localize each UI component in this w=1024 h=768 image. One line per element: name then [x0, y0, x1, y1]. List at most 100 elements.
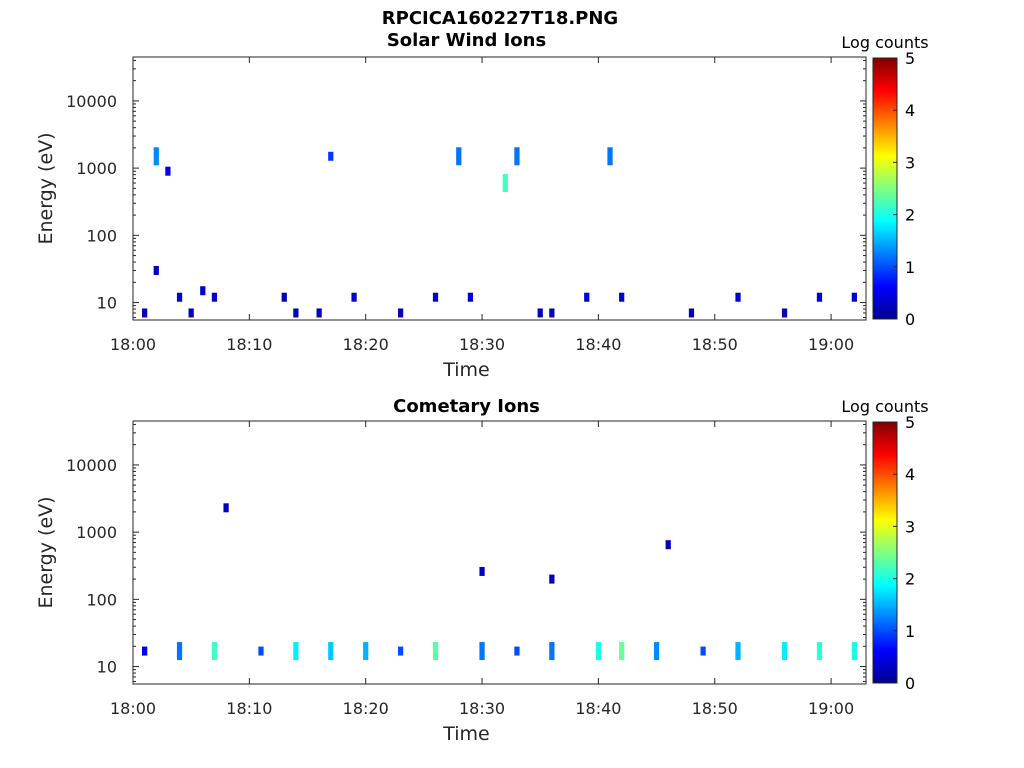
data-cell [781, 642, 788, 661]
x-axis-label: Time [442, 723, 490, 745]
colorbar-tick-label: 4 [905, 465, 915, 484]
data-cell [479, 642, 485, 661]
colorbar-tick-label: 4 [905, 101, 915, 120]
data-cell [328, 151, 334, 161]
y-tick-label: 10 [97, 658, 117, 677]
y-tick-label: 10 [97, 294, 117, 313]
data-cell [653, 642, 660, 661]
data-cell [735, 292, 741, 302]
data-cell [397, 308, 404, 318]
data-cell [432, 642, 439, 661]
y-tick-label: 1000 [76, 523, 117, 542]
data-cell [363, 642, 369, 661]
data-cell [514, 147, 520, 166]
colorbar-tick-label: 3 [905, 517, 915, 536]
x-tick-label: 18:10 [226, 335, 272, 354]
x-tick-label: 18:30 [459, 335, 505, 354]
x-tick-label: 18:00 [110, 699, 156, 718]
x-tick-label: 18:10 [226, 699, 272, 718]
x-tick-label: 18:40 [575, 335, 621, 354]
data-cell [514, 646, 520, 656]
data-cell [351, 292, 357, 302]
data-cell [223, 503, 229, 513]
x-tick-label: 18:20 [343, 335, 389, 354]
y-tick-label: 100 [86, 226, 117, 245]
data-cell [595, 642, 602, 661]
data-cell [200, 286, 206, 296]
data-cell [619, 292, 625, 302]
data-cell [584, 292, 590, 302]
data-cell [397, 646, 404, 656]
data-cell [700, 646, 706, 656]
data-cell [781, 308, 788, 318]
x-axis-label: Time [442, 359, 490, 381]
x-tick-label: 19:00 [808, 335, 854, 354]
data-cell [165, 166, 171, 176]
data-cell [549, 642, 555, 661]
y-axis-label: Energy (eV) [35, 132, 57, 244]
colorbar-tick-label: 0 [905, 674, 915, 693]
figure-title: RPCICA160227T18.PNG [382, 8, 618, 29]
data-cell [432, 292, 439, 302]
data-cell [293, 308, 299, 318]
data-cell [549, 308, 555, 318]
y-tick-label: 10000 [66, 456, 117, 475]
data-cell [153, 265, 159, 275]
x-tick-label: 18:50 [692, 699, 738, 718]
y-tick-label: 10000 [66, 92, 117, 111]
data-cell [665, 540, 671, 550]
colorbar-tick-label: 1 [905, 622, 915, 641]
data-cell [211, 642, 218, 661]
data-cell [316, 308, 322, 318]
data-cell [176, 642, 183, 661]
data-cell [619, 642, 625, 661]
panel-title: Solar Wind Ions [387, 30, 546, 51]
chart-panel-1: Solar Wind Ions 18:00 18:10 18:20 18:30 18:40… [35, 30, 929, 381]
colorbar-tick-label: 0 [905, 310, 915, 329]
panel-title: Cometary Ions [393, 396, 540, 417]
plot-area [132, 56, 867, 321]
x-tick-label: 18:40 [575, 699, 621, 718]
y-axis-label: Energy (eV) [35, 496, 57, 608]
chart-panel-2: Cometary Ions 18:00 18:10 18:20 18:30 18:40 18… [35, 396, 929, 745]
data-cell [328, 642, 334, 661]
data-cell [851, 292, 857, 302]
data-cell [211, 292, 218, 302]
data-cell [688, 308, 695, 318]
data-cell [153, 147, 159, 166]
x-tick-label: 18:00 [110, 335, 156, 354]
data-cell [188, 308, 194, 318]
colorbar-tick-label: 3 [905, 153, 915, 172]
colorbar-label: Log counts [841, 397, 928, 416]
data-cell [281, 292, 287, 302]
colorbar-tick-label: 5 [905, 49, 915, 68]
colorbar-tick-label: 2 [905, 206, 915, 225]
colorbar-tick-label: 5 [905, 413, 915, 432]
y-tick-label: 100 [86, 590, 117, 609]
data-cell [176, 292, 183, 302]
chart-panels: Solar Wind Ions 18:00 18:10 18:20 18:30 18:40… [35, 30, 929, 745]
data-cell [258, 646, 264, 656]
data-cell [537, 308, 543, 318]
x-tick-label: 18:30 [459, 699, 505, 718]
colorbar [872, 57, 898, 320]
data-cell [456, 147, 462, 166]
data-cell [735, 642, 741, 661]
data-cell [607, 147, 613, 166]
plot-area [132, 420, 867, 685]
data-cell [142, 646, 148, 656]
colorbar-tick-label: 1 [905, 258, 915, 277]
data-cell [549, 574, 555, 584]
colorbar-tick-label: 2 [905, 570, 915, 589]
data-cell [142, 308, 148, 318]
data-cell [816, 292, 823, 302]
data-cell [467, 292, 474, 302]
x-tick-label: 18:50 [692, 335, 738, 354]
data-cell [502, 174, 508, 193]
x-tick-label: 19:00 [808, 699, 854, 718]
data-cell [293, 642, 299, 661]
x-tick-label: 18:20 [343, 699, 389, 718]
data-cell [816, 642, 823, 661]
data-cell [479, 566, 485, 576]
colorbar-label: Log counts [841, 33, 928, 52]
